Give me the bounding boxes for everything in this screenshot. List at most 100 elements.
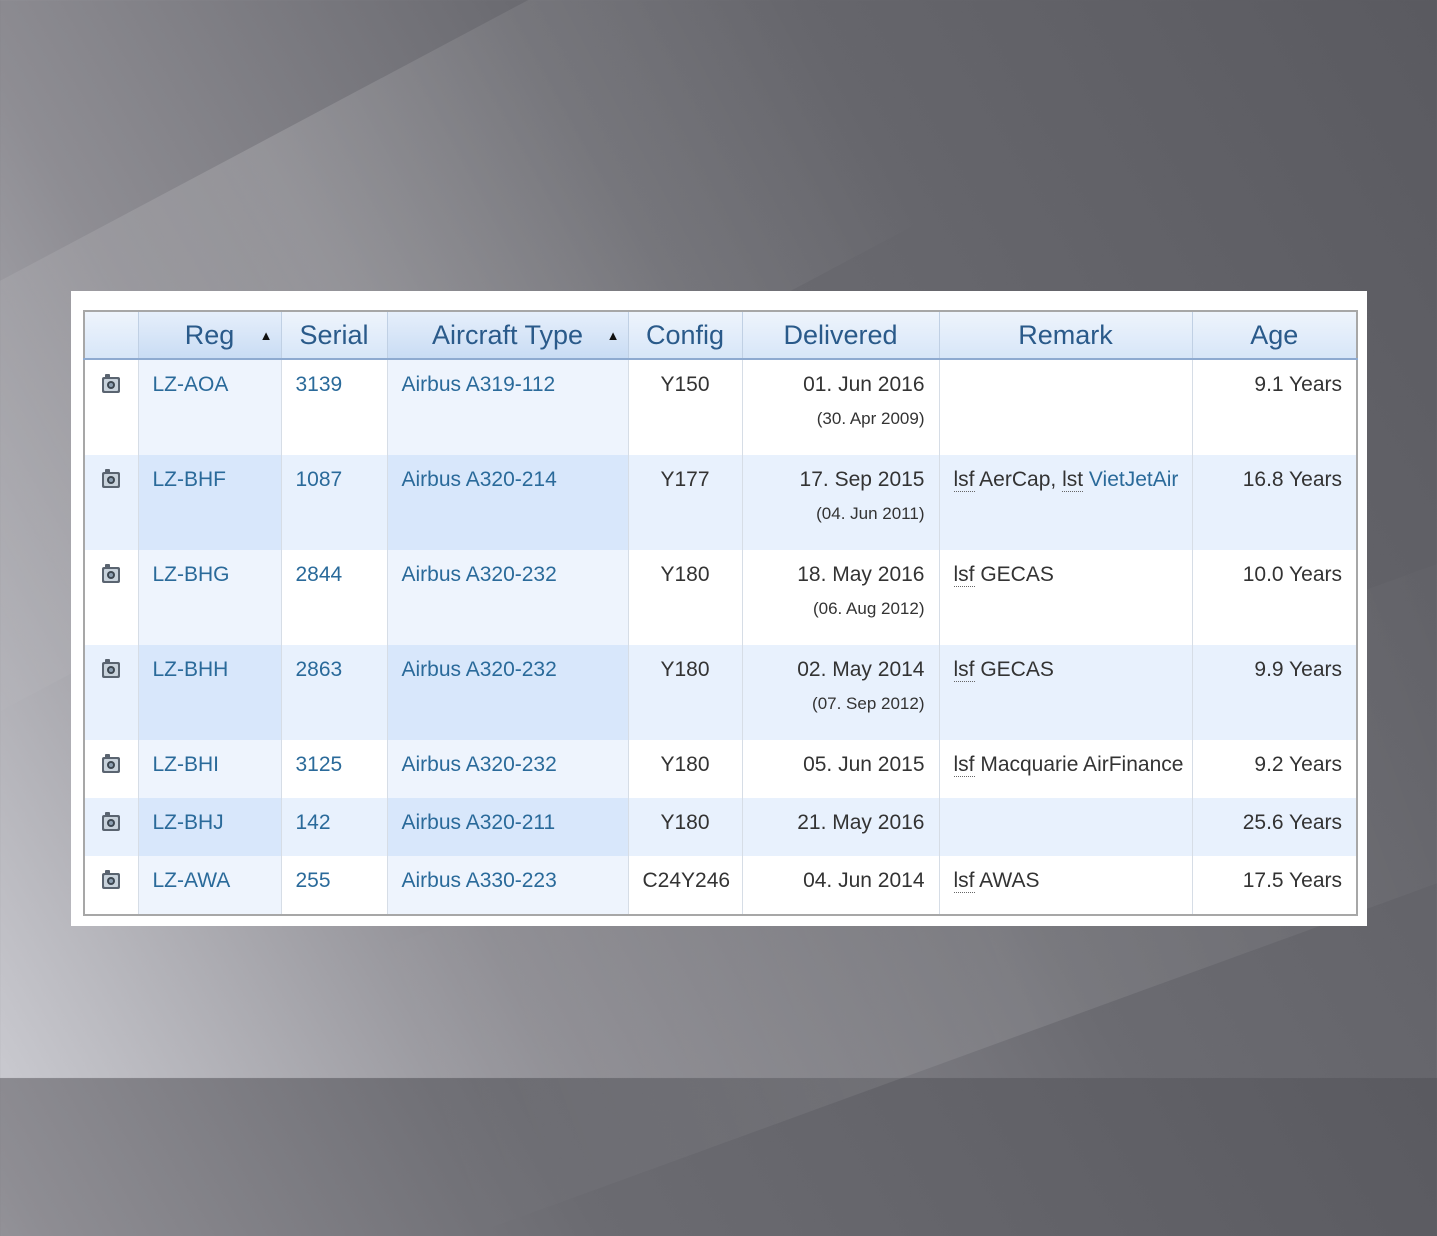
remark-text: GECAS xyxy=(974,563,1054,586)
table-row: LZ-BHI 3125 Airbus A320-232 Y180 05. Jun 201… xyxy=(83,740,1358,798)
column-header-aircraft-type[interactable]: Aircraft Type ▲ xyxy=(386,311,629,360)
column-header-label: Config xyxy=(645,319,725,350)
camera-icon[interactable] xyxy=(101,373,121,395)
remark-cell: lsf GECAS xyxy=(938,645,1193,740)
table-row: LZ-BHH 2863 Airbus A320-232 Y180 02. May 201… xyxy=(83,645,1358,740)
sort-ascending-icon[interactable]: ▲ xyxy=(606,328,620,343)
config-value: Y180 xyxy=(660,811,710,834)
column-header-label: Aircraft Type xyxy=(431,319,584,350)
delivered-date: 05. Jun 2015 xyxy=(803,753,925,776)
aircraft-type-link[interactable]: Airbus A320-232 xyxy=(401,563,557,586)
registration-link[interactable]: LZ-BHJ xyxy=(152,811,224,834)
lease-abbreviation[interactable]: lsf xyxy=(953,869,975,893)
first-flight-date: (07. Sep 2012) xyxy=(812,694,925,713)
photo-cell[interactable] xyxy=(83,645,139,740)
column-header-age[interactable]: Age xyxy=(1191,311,1358,360)
remark-cell xyxy=(938,798,1193,856)
delivered-date: 21. May 2016 xyxy=(797,811,925,834)
config-value: Y180 xyxy=(660,753,710,776)
column-header-label: Remark xyxy=(1018,319,1113,350)
delivered-date: 04. Jun 2014 xyxy=(803,869,925,892)
photo-cell[interactable] xyxy=(83,856,139,915)
operator-link[interactable]: VietJetAir xyxy=(1088,468,1179,491)
remark-cell: lsf AWAS xyxy=(938,856,1193,915)
column-header-delivered[interactable]: Delivered xyxy=(741,311,940,360)
delivered-date: 01. Jun 2016 xyxy=(803,373,925,396)
photo-cell[interactable] xyxy=(83,359,139,455)
column-header-label: Serial xyxy=(299,319,369,350)
lease-abbreviation[interactable]: lsf xyxy=(953,658,975,682)
aircraft-type-link[interactable]: Airbus A330-223 xyxy=(401,869,557,892)
aircraft-type-link[interactable]: Airbus A320-232 xyxy=(401,658,557,681)
config-value: C24Y246 xyxy=(642,869,731,892)
delivered-date: 02. May 2014 xyxy=(797,658,925,681)
aircraft-type-link[interactable]: Airbus A320-211 xyxy=(401,811,556,834)
column-header-remark[interactable]: Remark xyxy=(938,311,1193,360)
registration-link[interactable]: LZ-BHH xyxy=(152,658,229,681)
age-value: 9.1 Years xyxy=(1254,373,1342,396)
photo-cell[interactable] xyxy=(83,455,139,550)
camera-icon[interactable] xyxy=(101,869,121,891)
age-value: 17.5 Years xyxy=(1242,869,1342,892)
serial-number: 3125 xyxy=(295,753,343,776)
remark-cell: lsf Macquarie AirFinance xyxy=(938,740,1193,798)
sort-ascending-icon[interactable]: ▲ xyxy=(259,328,273,343)
serial-number: 2844 xyxy=(295,563,343,586)
config-value: Y177 xyxy=(660,468,710,491)
camera-icon[interactable] xyxy=(101,658,121,680)
aircraft-type-link[interactable]: Airbus A320-214 xyxy=(401,468,557,491)
serial-number: 142 xyxy=(295,811,331,834)
photo-cell[interactable] xyxy=(83,550,139,645)
fleet-panel: Reg ▲ Serial Aircraft Type ▲ Config Deli… xyxy=(71,291,1367,926)
column-header-serial[interactable]: Serial xyxy=(280,311,388,360)
config-value: Y150 xyxy=(660,373,710,396)
registration-link[interactable]: LZ-AWA xyxy=(152,869,231,892)
camera-icon[interactable] xyxy=(101,563,121,585)
remark-cell: lsf AerCap, lst VietJetAir xyxy=(938,455,1193,550)
column-header-label: Reg xyxy=(184,319,235,350)
remark-text: AerCap, xyxy=(974,468,1063,491)
table-row: LZ-BHG 2844 Airbus A320-232 Y180 18. May 201… xyxy=(83,550,1358,645)
registration-link[interactable]: LZ-BHI xyxy=(152,753,220,776)
config-value: Y180 xyxy=(660,563,710,586)
column-header-photo xyxy=(83,311,139,360)
age-value: 9.9 Years xyxy=(1254,658,1342,681)
serial-number: 2863 xyxy=(295,658,343,681)
aircraft-type-link[interactable]: Airbus A319-112 xyxy=(401,373,556,396)
lease-abbreviation[interactable]: lst xyxy=(1062,468,1084,492)
registration-link[interactable]: LZ-BHF xyxy=(152,468,227,491)
config-value: Y180 xyxy=(660,658,710,681)
fleet-table: Reg ▲ Serial Aircraft Type ▲ Config Deli… xyxy=(83,310,1358,916)
serial-number: 3139 xyxy=(295,373,343,396)
first-flight-date: (06. Aug 2012) xyxy=(812,599,925,618)
camera-icon[interactable] xyxy=(101,811,121,833)
registration-link[interactable]: LZ-BHG xyxy=(152,563,230,586)
delivered-date: 17. Sep 2015 xyxy=(799,468,925,491)
serial-number: 255 xyxy=(295,869,331,892)
lease-abbreviation[interactable]: lsf xyxy=(953,753,975,777)
remark-text: GECAS xyxy=(974,658,1054,681)
column-header-reg[interactable]: Reg ▲ xyxy=(137,311,282,360)
remark-text: Macquarie AirFinance xyxy=(974,753,1184,776)
photo-cell[interactable] xyxy=(83,798,139,856)
registration-link[interactable]: LZ-AOA xyxy=(152,373,229,396)
age-value: 25.6 Years xyxy=(1242,811,1342,834)
lease-abbreviation[interactable]: lsf xyxy=(953,468,975,492)
delivered-date: 18. May 2016 xyxy=(797,563,925,586)
remark-text: AWAS xyxy=(974,869,1040,892)
table-row: LZ-BHJ 142 Airbus A320-211 Y180 21. May 2016… xyxy=(83,798,1358,856)
table-row: LZ-AWA 255 Airbus A330-223 C24Y246 04. Jun 2… xyxy=(83,856,1358,915)
column-header-label: Delivered xyxy=(783,319,898,350)
column-header-config[interactable]: Config xyxy=(627,311,743,360)
camera-icon[interactable] xyxy=(101,753,121,775)
age-value: 9.2 Years xyxy=(1254,753,1342,776)
first-flight-date: (30. Apr 2009) xyxy=(816,409,925,428)
aircraft-type-link[interactable]: Airbus A320-232 xyxy=(401,753,557,776)
lease-abbreviation[interactable]: lsf xyxy=(953,563,975,587)
age-value: 10.0 Years xyxy=(1242,563,1342,586)
photo-cell[interactable] xyxy=(83,740,139,798)
camera-icon[interactable] xyxy=(101,468,121,490)
table-row: LZ-BHF 1087 Airbus A320-214 Y177 17. Sep 201… xyxy=(83,455,1358,550)
remark-cell: lsf GECAS xyxy=(938,550,1193,645)
column-header-label: Age xyxy=(1250,319,1299,350)
